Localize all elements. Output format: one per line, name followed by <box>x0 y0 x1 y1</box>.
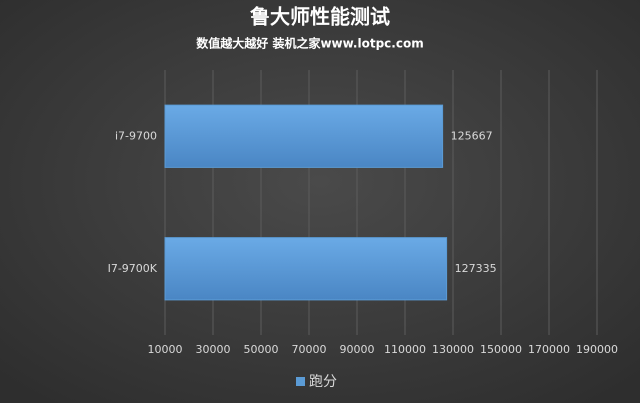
x-tick-label: 130000 <box>432 343 474 356</box>
chart-subtitle: 数值越大越好 装机之家www.lotpc.com <box>196 36 423 51</box>
value-label: 125667 <box>451 129 493 142</box>
legend-swatch <box>296 377 305 386</box>
x-tick-label: 170000 <box>528 343 570 356</box>
legend-label: 跑分 <box>309 374 337 390</box>
chart-title: 鲁大师性能测试 <box>250 5 390 29</box>
value-label: 127335 <box>455 262 497 275</box>
x-tick-label: 10000 <box>148 343 183 356</box>
x-tick-label: 190000 <box>576 343 618 356</box>
x-tick-label: 30000 <box>196 343 231 356</box>
bar <box>164 104 444 168</box>
x-tick-label: 150000 <box>480 343 522 356</box>
x-tick-label: 50000 <box>244 343 279 356</box>
x-tick-label: 70000 <box>292 343 327 356</box>
bar <box>164 237 448 301</box>
y-tick-label: i7-9700 <box>115 129 157 142</box>
y-tick-label: I7-9700K <box>108 262 158 275</box>
x-tick-label: 110000 <box>384 343 426 356</box>
x-tick-label: 90000 <box>340 343 375 356</box>
